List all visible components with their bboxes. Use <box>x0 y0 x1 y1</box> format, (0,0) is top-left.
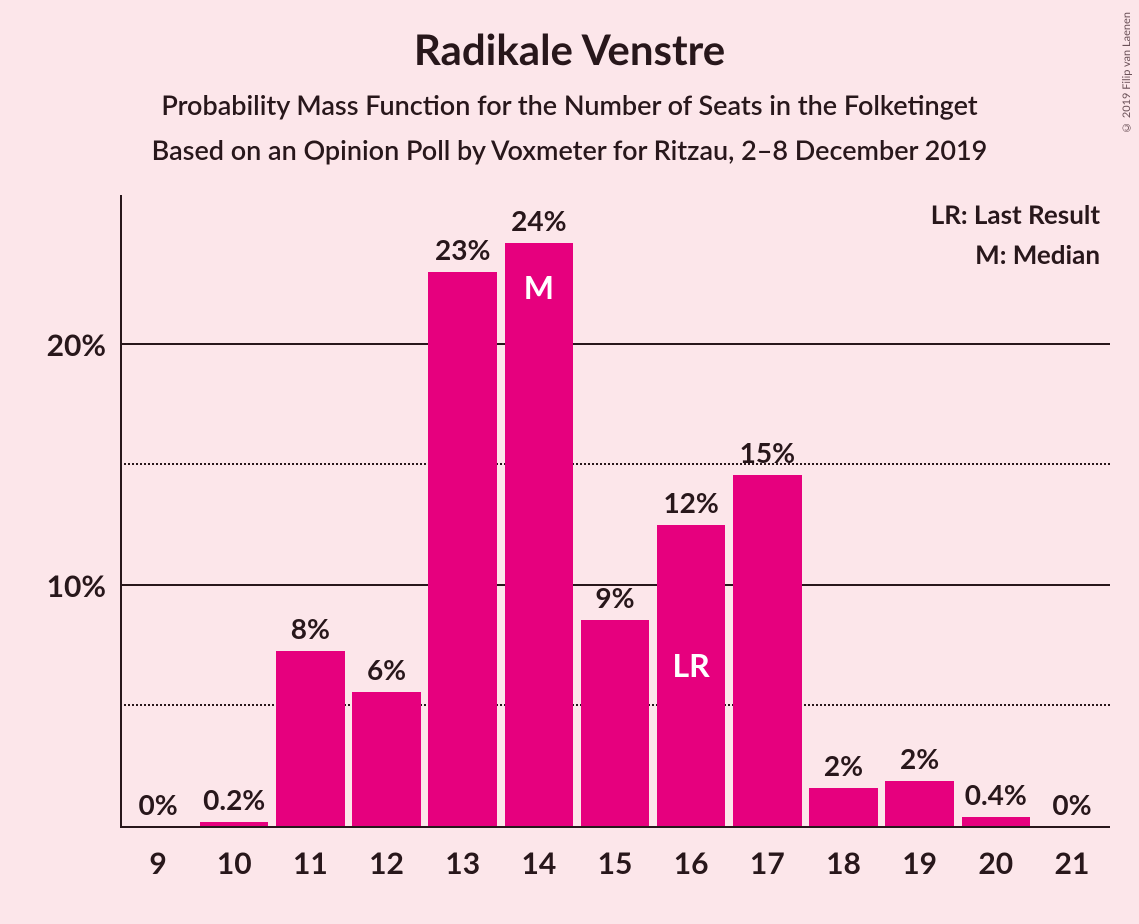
x-tick-label-16: 16 <box>674 845 709 881</box>
bar-value-label-16: 12% <box>663 485 718 519</box>
bar-value-label-12: 6% <box>367 652 406 686</box>
bar-17: 15% <box>733 475 802 827</box>
bar-value-label-13: 23% <box>435 232 490 266</box>
chart-subtitle-2: Based on an Opinion Poll by Voxmeter for… <box>0 133 1139 166</box>
bar-slot-17: 15%17 <box>729 195 805 827</box>
bar-slot-12: 6%12 <box>348 195 424 827</box>
bars-container: 0%90.2%108%116%1223%1324%M149%1512%LR161… <box>120 195 1110 827</box>
x-tick-label-17: 17 <box>750 845 785 881</box>
y-tick-label-20: 20% <box>47 327 120 363</box>
bar-slot-18: 2%18 <box>805 195 881 827</box>
bar-value-label-9: 0% <box>138 787 177 821</box>
bar-value-label-21: 0% <box>1052 787 1091 821</box>
chart-subtitle-1: Probability Mass Function for the Number… <box>0 88 1139 121</box>
bar-value-label-18: 2% <box>824 748 863 782</box>
bar-16: 12%LR <box>657 525 726 827</box>
bar-value-label-10: 0.2% <box>203 782 265 816</box>
bar-slot-20: 0.4%20 <box>958 195 1034 827</box>
bar-15: 9% <box>581 620 650 827</box>
x-tick-label-14: 14 <box>521 845 556 881</box>
bar-slot-10: 0.2%10 <box>196 195 272 827</box>
x-tick-label-10: 10 <box>217 845 252 881</box>
bar-slot-13: 23%13 <box>425 195 501 827</box>
y-tick-label-10: 10% <box>47 568 120 604</box>
x-tick-label-21: 21 <box>1055 845 1090 881</box>
x-axis-line <box>120 826 1110 828</box>
bar-14: 24%M <box>505 243 574 827</box>
bar-slot-15: 9%15 <box>577 195 653 827</box>
bar-11: 8% <box>276 651 345 827</box>
copyright-text: © 2019 Filip van Laenen <box>1120 12 1133 134</box>
bar-value-label-11: 8% <box>291 611 330 645</box>
bar-slot-14: 24%M14 <box>501 195 577 827</box>
x-tick-label-20: 20 <box>978 845 1013 881</box>
bar-inside-label-m: M <box>524 267 554 306</box>
x-tick-label-13: 13 <box>445 845 480 881</box>
bar-value-label-14: 24% <box>511 203 566 237</box>
bar-value-label-19: 2% <box>900 741 939 775</box>
bar-inside-label-lr: LR <box>673 645 710 684</box>
x-tick-label-18: 18 <box>826 845 861 881</box>
x-tick-label-15: 15 <box>598 845 633 881</box>
chart-title: Radikale Venstre <box>0 0 1139 74</box>
bar-18: 2% <box>809 788 878 827</box>
bar-slot-21: 0%21 <box>1034 195 1110 827</box>
bar-19: 2% <box>885 781 954 827</box>
x-tick-label-12: 12 <box>369 845 404 881</box>
bar-value-label-15: 9% <box>595 580 634 614</box>
bar-13: 23% <box>428 272 497 827</box>
bar-value-label-17: 15% <box>740 435 795 469</box>
bar-slot-9: 0%9 <box>120 195 196 827</box>
bar-12: 6% <box>352 692 421 827</box>
x-tick-label-9: 9 <box>149 845 166 881</box>
bar-slot-19: 2%19 <box>882 195 958 827</box>
x-tick-label-11: 11 <box>293 845 328 881</box>
bar-slot-11: 8%11 <box>272 195 348 827</box>
bar-value-label-20: 0.4% <box>965 777 1027 811</box>
pmf-bar-chart: 10%20% LR: Last Result M: Median 0%90.2%… <box>120 195 1110 827</box>
x-tick-label-19: 19 <box>902 845 937 881</box>
bar-slot-16: 12%LR16 <box>653 195 729 827</box>
